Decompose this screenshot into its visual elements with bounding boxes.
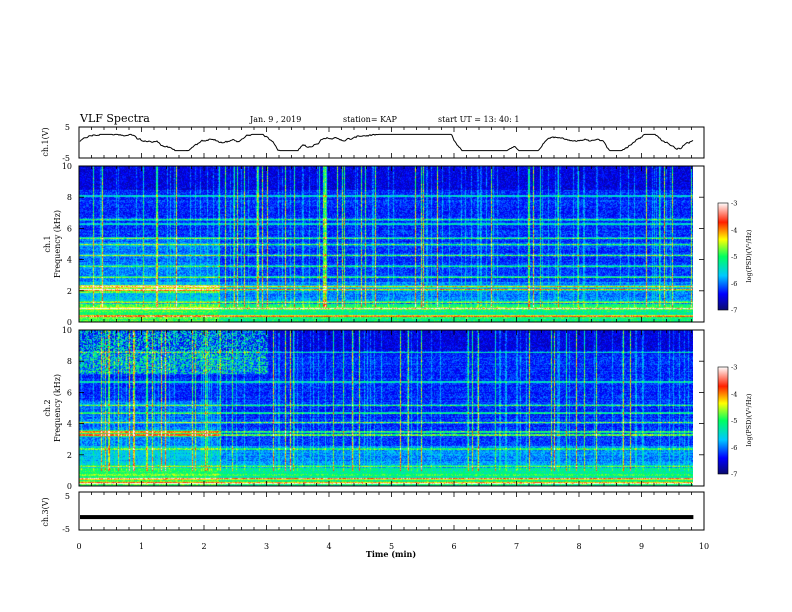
colorbar-tick-label: -4 — [731, 390, 737, 398]
y-tick-label: 8 — [67, 193, 72, 202]
colorbar-tick-label: -6 — [731, 444, 737, 452]
ch3-ytick-bottom: -5 — [62, 525, 70, 534]
colorbar-tick-label: -7 — [731, 471, 737, 479]
ch2-spectrogram-ylabel-frequency: Frequency (kHz) — [53, 374, 62, 442]
ch3-waveform-ylabel: ch.3(V) — [41, 497, 50, 526]
x-tick-label: 4 — [326, 542, 331, 551]
ch1-spectrogram-image — [79, 166, 693, 322]
y-tick-label: 6 — [67, 388, 72, 397]
ch3-waveform-frame — [78, 491, 705, 531]
ch3-waveform-panel: 5 -5 ch.3(V) — [41, 491, 705, 534]
ch3-ytick-top: 5 — [65, 492, 70, 501]
colorbar-tick-label: -5 — [731, 253, 737, 261]
y-tick-label: 10 — [62, 326, 72, 335]
figure-title: VLF Spectra — [79, 112, 150, 125]
ch1-colorbar-label: log(PSD)(V²/Hz) — [745, 229, 753, 282]
y-tick-label: 0 — [67, 482, 72, 491]
ch2-spectrogram-image-holder — [79, 330, 693, 486]
x-tick-label: 2 — [201, 542, 206, 551]
x-tick-label: 3 — [264, 542, 269, 551]
date-label: Jan. 9 , 2019 — [249, 115, 301, 124]
ch1-colorbar-gradient — [717, 202, 729, 311]
ch1-waveform-ticks — [78, 127, 705, 158]
ch1-frequency-tick-labels: 0 2 4 6 8 10 — [62, 162, 704, 327]
colorbar-tick-label: -7 — [731, 307, 737, 315]
ch2-colorbar-tick-labels: -3 -4 -5 -6 -7 — [731, 364, 737, 479]
ch1-ytick-bottom: -5 — [62, 154, 70, 163]
ch1-spectrogram-panel: 0 2 4 6 8 10 ch.1 Frequency (kHz) — [43, 162, 705, 327]
ch1-spectrogram-ylabel-frequency: Frequency (kHz) — [53, 210, 62, 278]
x-tick-label: 7 — [514, 542, 519, 551]
ch2-spectrogram-ylabel-channel: ch.2 — [43, 399, 52, 416]
ch1-waveform-line — [79, 133, 694, 152]
x-tick-label: 9 — [639, 542, 644, 551]
ch2-spectrogram-panel: 0 2 4 6 8 10 ch.2 Frequency (kHz) — [43, 326, 705, 491]
colorbar-tick-label: -5 — [731, 417, 737, 425]
y-tick-label: 2 — [67, 287, 72, 296]
y-tick-label: 10 — [62, 162, 72, 171]
ch1-colorbar-tick-labels: -3 -4 -5 -6 -7 — [731, 200, 737, 315]
ch3-waveform-ticks — [78, 492, 705, 530]
colorbar-tick-label: -6 — [731, 280, 737, 288]
start-time-label: start UT = 13: 40: 1 — [438, 115, 519, 124]
x-tick-label: 0 — [76, 542, 81, 551]
x-tick-label: 8 — [576, 542, 581, 551]
y-tick-label: 0 — [67, 318, 72, 327]
ch1-colorbar: -3 -4 -5 -6 -7 log(PSD)(V²/Hz) — [717, 200, 753, 315]
ch2-spectrogram-ticks — [78, 330, 705, 486]
x-tick-label: 5 — [389, 542, 394, 551]
x-tick-label: 6 — [451, 542, 456, 551]
ch2-colorbar-label: log(PSD)(V²/Hz) — [745, 393, 753, 446]
y-tick-label: 8 — [67, 357, 72, 366]
ch2-spectrogram-image — [79, 330, 693, 486]
ch2-colorbar: -3 -4 -5 -6 -7 log(PSD)(V²/Hz) — [717, 364, 753, 479]
time-axis-label: Time (min) — [366, 549, 416, 559]
ch2-colorbar-gradient — [717, 366, 729, 475]
colorbar-tick-label: -3 — [731, 200, 737, 208]
ch1-waveform-ylabel: ch.1(V) — [41, 127, 50, 156]
x-tick-label: 1 — [139, 542, 144, 551]
x-tick-label: 10 — [699, 542, 709, 551]
ch2-frequency-tick-labels: 0 2 4 6 8 10 — [62, 326, 704, 491]
y-tick-label: 4 — [67, 256, 72, 265]
time-tick-labels: 0 1 2 3 4 5 6 7 8 9 10 — [76, 542, 709, 551]
ch1-waveform-panel: 5 -5 ch.1(V) — [41, 123, 705, 163]
ch1-ytick-top: 5 — [65, 123, 70, 132]
ch1-spectrogram-image-holder — [79, 166, 693, 322]
y-tick-label: 4 — [67, 420, 72, 429]
station-label: station= KAP — [343, 115, 398, 124]
y-tick-label: 2 — [67, 451, 72, 460]
y-tick-label: 6 — [67, 224, 72, 233]
ch3-waveform-line — [80, 515, 694, 520]
colorbar-tick-label: -3 — [731, 364, 737, 372]
colorbar-tick-label: -4 — [731, 226, 737, 234]
ch1-spectrogram-ylabel-channel: ch.1 — [43, 235, 52, 252]
ch1-spectrogram-ticks — [78, 166, 705, 322]
